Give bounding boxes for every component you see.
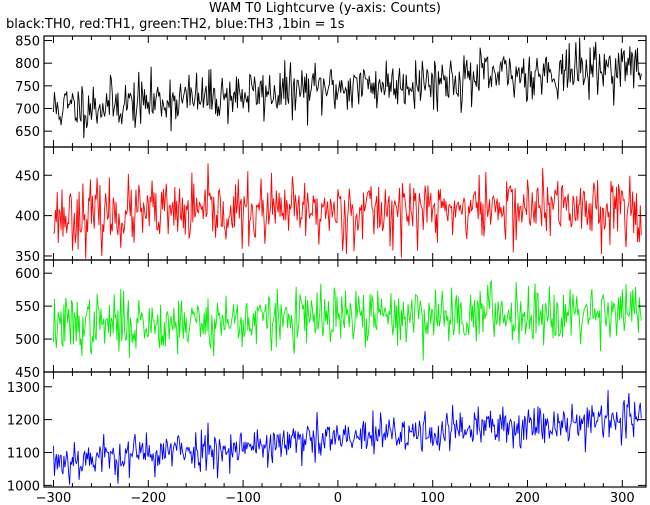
- x-tick-label: 200: [515, 491, 540, 505]
- y-tick-label: 800: [15, 57, 40, 72]
- y-tick-label: 1100: [7, 447, 40, 462]
- y-tick-label: 1000: [7, 479, 40, 494]
- y-tick-label: 500: [15, 333, 40, 348]
- x-tick-label: −200: [130, 491, 166, 505]
- x-tick-label: 100: [420, 491, 445, 505]
- y-tick-label: 400: [15, 210, 40, 225]
- y-tick-label: 350: [15, 250, 40, 265]
- y-tick-label: 600: [15, 267, 40, 282]
- y-tick-label: 450: [15, 366, 40, 381]
- y-tick-label: 550: [15, 300, 40, 315]
- y-tick-label: 450: [15, 169, 40, 184]
- series-line-th3: [53, 389, 642, 485]
- y-tick-label: 850: [15, 35, 40, 50]
- y-tick-label: 650: [15, 125, 40, 140]
- chart-subtitle: black:TH0, red:TH1, green:TH2, blue:TH3 …: [6, 17, 345, 32]
- y-tick-label: 1200: [7, 414, 40, 429]
- series-line-th1: [53, 163, 642, 259]
- x-tick-label: 0: [334, 491, 342, 505]
- x-tick-label: −300: [36, 491, 72, 505]
- x-tick-label: −100: [225, 491, 261, 505]
- chart-title: WAM T0 Lightcurve (y-axis: Counts): [209, 1, 441, 16]
- series-line-th0: [53, 37, 642, 139]
- y-tick-label: 1300: [7, 381, 40, 396]
- panel-frame: [43, 371, 647, 488]
- series-line-th2: [53, 280, 642, 361]
- y-tick-label: 750: [15, 80, 40, 95]
- y-tick-label: 700: [15, 102, 40, 117]
- x-tick-label: 300: [610, 491, 635, 505]
